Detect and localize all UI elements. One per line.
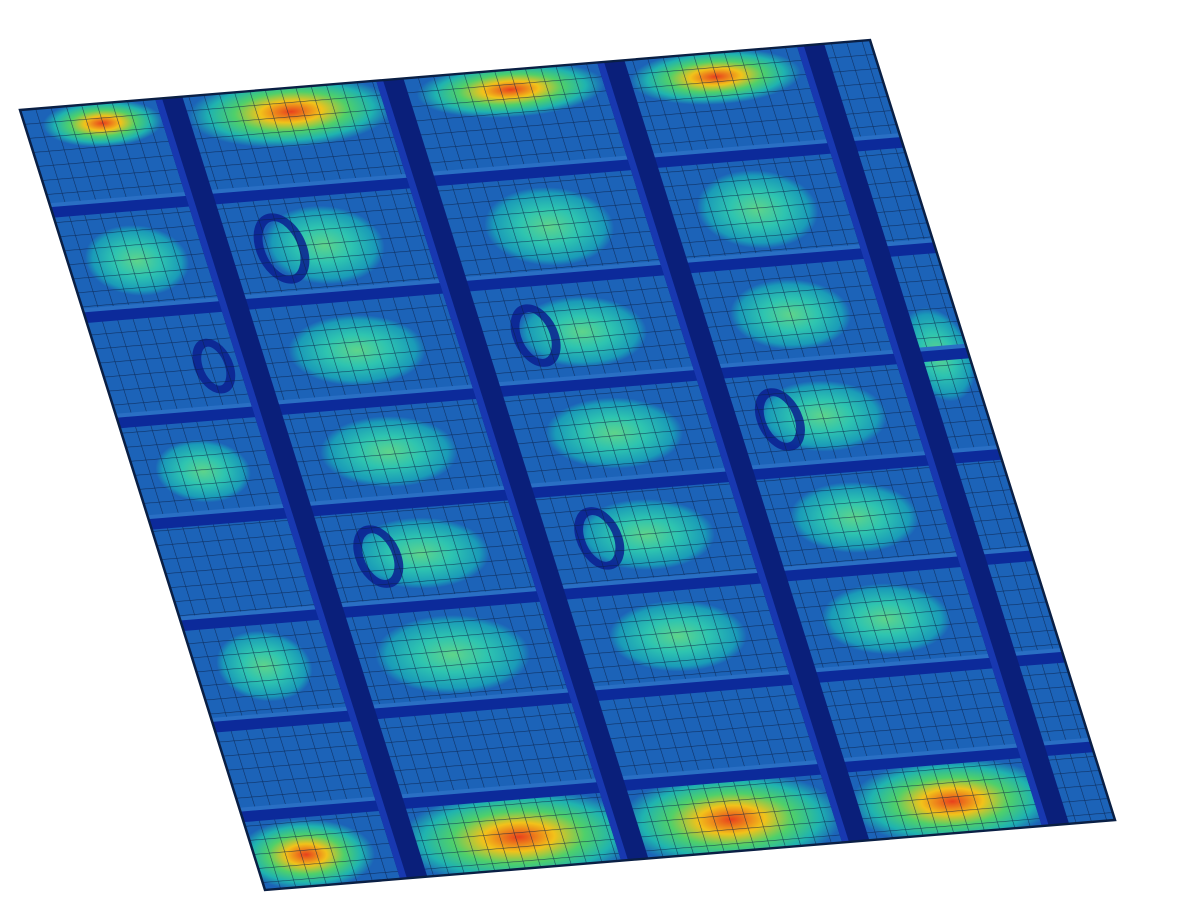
longitudinal-girders [155, 43, 1070, 879]
plate [18, 38, 1117, 892]
girder-webs [155, 45, 1049, 879]
plate-edge [18, 38, 1117, 892]
